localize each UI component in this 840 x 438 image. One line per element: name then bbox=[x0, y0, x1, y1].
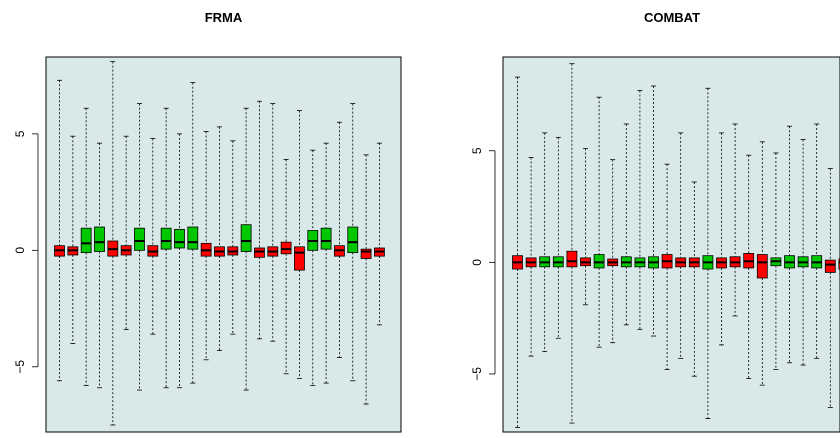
box-9 bbox=[620, 123, 632, 326]
box-8 bbox=[607, 159, 619, 344]
box-17 bbox=[267, 103, 279, 342]
box-14 bbox=[227, 140, 239, 335]
box-12 bbox=[661, 163, 673, 370]
box-1 bbox=[54, 79, 65, 382]
box-4 bbox=[94, 142, 105, 389]
box-7 bbox=[134, 103, 145, 391]
box-8 bbox=[147, 138, 159, 335]
box-19 bbox=[756, 141, 768, 386]
box-22 bbox=[334, 121, 345, 358]
box-17 bbox=[729, 123, 741, 317]
box-5 bbox=[566, 63, 578, 424]
frma-title: FRMA bbox=[205, 10, 243, 25]
iqr-box bbox=[824, 259, 836, 273]
iqr-box bbox=[187, 226, 199, 250]
iqr-box bbox=[280, 241, 292, 255]
iqr-box bbox=[174, 228, 185, 249]
frma-plot-area bbox=[45, 56, 402, 433]
frma-y-axis: −5 0 5 bbox=[13, 130, 39, 374]
iqr-box bbox=[320, 227, 332, 250]
box-18 bbox=[743, 154, 755, 379]
box-18 bbox=[280, 159, 292, 375]
iqr-box bbox=[94, 226, 105, 252]
combat-boxes bbox=[512, 63, 840, 428]
box-24 bbox=[824, 168, 836, 408]
box-5 bbox=[107, 61, 119, 426]
box-23 bbox=[811, 123, 823, 359]
box-10 bbox=[634, 90, 646, 330]
box-21 bbox=[784, 125, 795, 364]
box-11 bbox=[648, 85, 659, 337]
y-tick-label: 5 bbox=[13, 130, 27, 137]
y-tick-label: −5 bbox=[13, 360, 27, 374]
iqr-box bbox=[566, 250, 578, 268]
frma-boxes bbox=[54, 61, 385, 426]
box-15 bbox=[240, 107, 252, 391]
combat-y-axis: −5 0 5 bbox=[470, 147, 496, 381]
box-1 bbox=[512, 76, 523, 428]
box-15 bbox=[702, 87, 714, 420]
box-2 bbox=[525, 157, 537, 357]
box-2 bbox=[67, 135, 79, 344]
box-19 bbox=[294, 110, 305, 379]
box-14 bbox=[688, 181, 700, 377]
iqr-box bbox=[160, 227, 172, 250]
iqr-box bbox=[80, 227, 92, 254]
combat-title: COMBAT bbox=[644, 10, 700, 25]
box-22 bbox=[797, 139, 809, 366]
iqr-box bbox=[593, 254, 605, 269]
box-6 bbox=[580, 148, 591, 306]
box-13 bbox=[214, 126, 225, 351]
iqr-box bbox=[347, 226, 359, 254]
box-20 bbox=[770, 152, 782, 370]
frma-chart: FRMA −5 0 5 bbox=[13, 10, 402, 433]
y-tick-label: 0 bbox=[13, 247, 27, 254]
box-25 bbox=[374, 142, 385, 326]
iqr-box bbox=[254, 247, 265, 258]
iqr-box bbox=[838, 258, 840, 270]
box-3 bbox=[539, 132, 551, 353]
iqr-box bbox=[360, 248, 372, 259]
iqr-box bbox=[756, 254, 768, 279]
box-24 bbox=[360, 154, 372, 405]
combat-plot-area bbox=[502, 56, 840, 433]
combat-chart: COMBAT −5 0 5 bbox=[470, 10, 840, 433]
box-10 bbox=[174, 133, 185, 389]
box-6 bbox=[120, 135, 132, 330]
box-21 bbox=[320, 142, 332, 384]
box-25 bbox=[838, 258, 840, 270]
iqr-box bbox=[294, 246, 305, 271]
box-20 bbox=[307, 149, 319, 386]
box-4 bbox=[552, 136, 564, 339]
box-16 bbox=[716, 132, 727, 346]
y-tick-label: 5 bbox=[470, 147, 484, 154]
box-11 bbox=[187, 82, 199, 384]
y-tick-label: −5 bbox=[470, 367, 484, 381]
iqr-box bbox=[134, 227, 145, 251]
box-13 bbox=[675, 132, 687, 359]
box-9 bbox=[160, 107, 172, 389]
box-16 bbox=[254, 100, 265, 340]
box-3 bbox=[80, 107, 92, 386]
iqr-box bbox=[240, 224, 252, 252]
box-12 bbox=[200, 131, 212, 361]
box-23 bbox=[347, 103, 359, 382]
box-7 bbox=[593, 96, 605, 348]
y-tick-label: 0 bbox=[470, 259, 484, 266]
